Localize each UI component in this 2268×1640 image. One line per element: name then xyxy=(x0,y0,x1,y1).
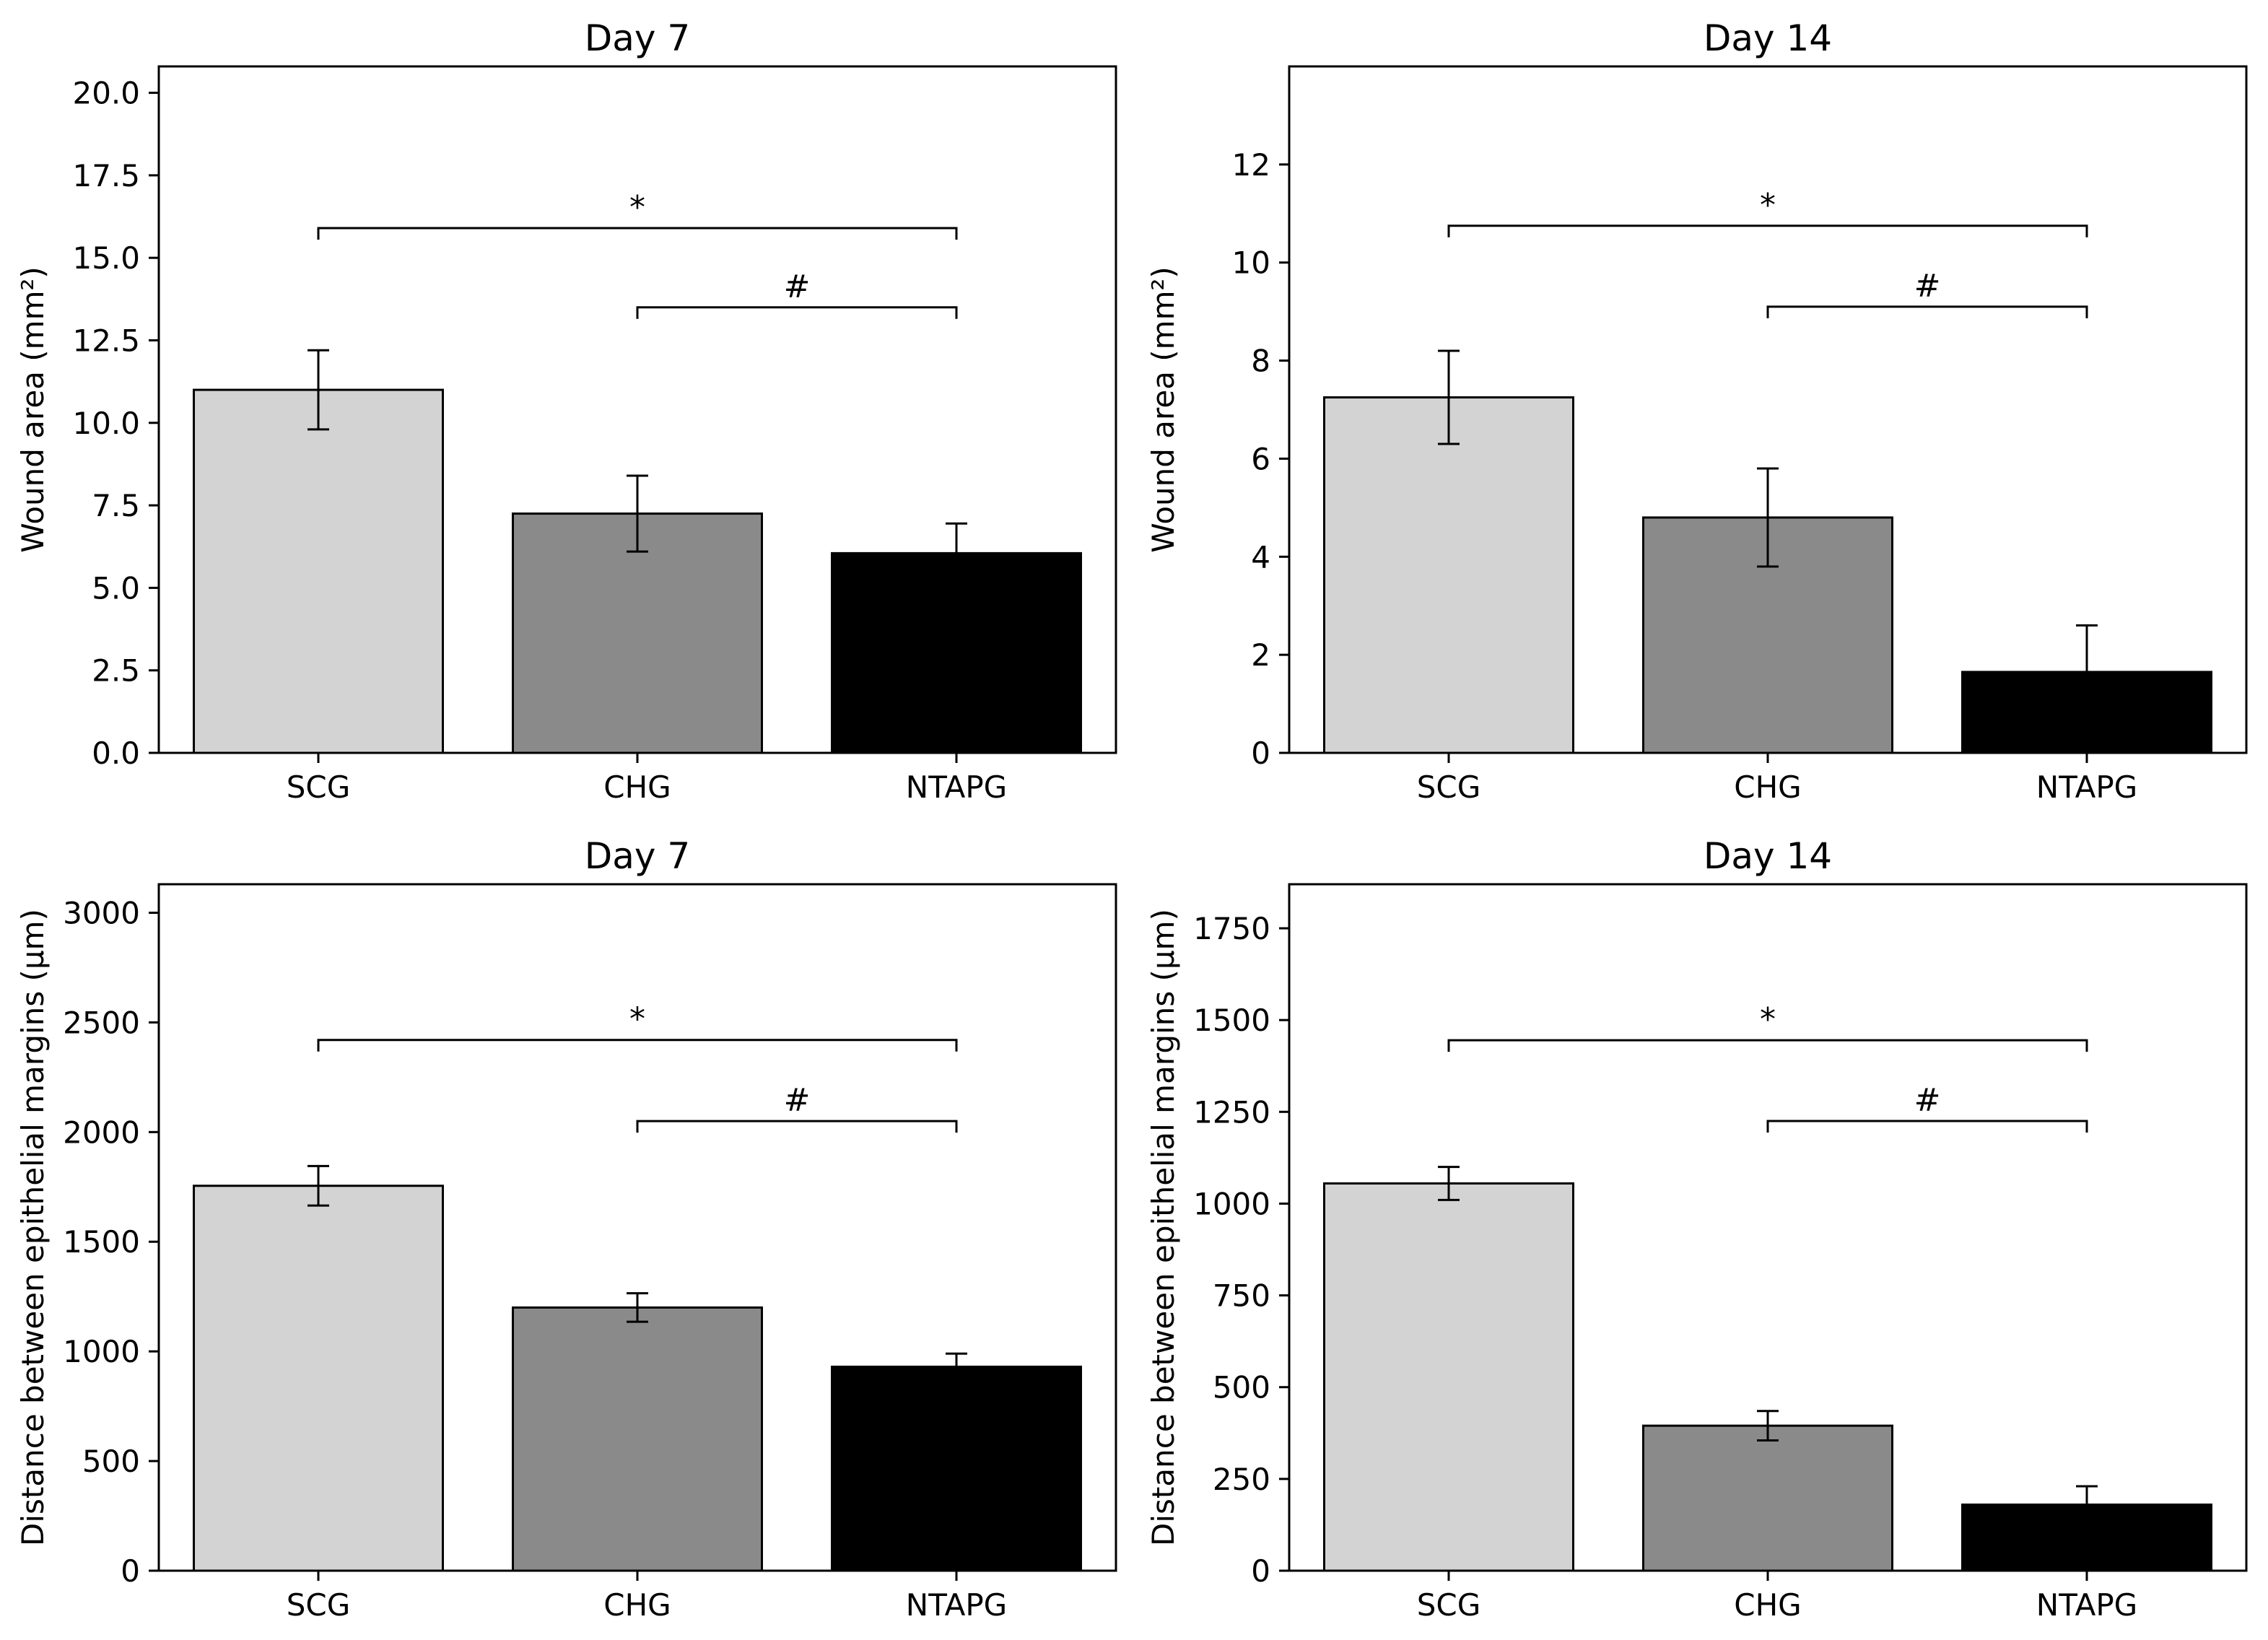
y-axis-label: Wound area (mm²) xyxy=(15,266,51,552)
significance-label: # xyxy=(1914,1082,1941,1119)
y-tick-label: 5.0 xyxy=(92,570,140,606)
axes-frame xyxy=(157,65,1117,754)
significance-bracket xyxy=(1766,1120,2088,1133)
significance-label: * xyxy=(629,1001,645,1038)
x-tick-label: SCG xyxy=(1417,1587,1481,1623)
x-tick-label: NTAPG xyxy=(906,1587,1007,1623)
significance-bracket xyxy=(317,227,958,240)
y-tick-label: 500 xyxy=(82,1444,140,1479)
significance-bracket xyxy=(636,306,958,319)
significance-bracket xyxy=(1766,305,2088,318)
y-tick-label: 1750 xyxy=(1193,911,1270,946)
significance-label: # xyxy=(784,269,811,305)
x-tick-label: SCG xyxy=(287,1587,351,1623)
y-tick-label: 4 xyxy=(1251,539,1270,575)
bar-scg xyxy=(1323,1182,1574,1572)
y-tick-label: 2000 xyxy=(63,1115,140,1150)
significance-label: * xyxy=(629,189,645,226)
bar-chg xyxy=(1642,1424,1893,1572)
error-bar xyxy=(1757,467,1779,568)
significance-label: # xyxy=(784,1082,811,1119)
y-tick-label: 7.5 xyxy=(92,488,140,523)
y-tick-label: 2500 xyxy=(63,1005,140,1040)
chart-title: Day 7 xyxy=(585,17,690,59)
y-tick-label: 2 xyxy=(1251,637,1270,673)
x-tick-label: SCG xyxy=(1417,769,1481,805)
y-tick-label: 10.0 xyxy=(72,406,140,441)
error-bar xyxy=(946,522,967,585)
error-bar xyxy=(308,1164,329,1207)
chart-title: Day 7 xyxy=(585,835,690,877)
significance-label: * xyxy=(1760,187,1776,224)
chart-title: Day 14 xyxy=(1704,17,1832,59)
chart-panel: Day 14 Distance between epithelial margi… xyxy=(1146,835,2248,1623)
error-bar xyxy=(1438,1166,1460,1201)
y-tick-label: 17.5 xyxy=(72,158,140,193)
axes-frame xyxy=(157,883,1117,1572)
error-bar xyxy=(946,1352,967,1382)
error-bar xyxy=(627,1292,648,1323)
y-tick-label: 0 xyxy=(1251,1553,1270,1589)
y-tick-label: 1500 xyxy=(63,1224,140,1260)
bar-scg xyxy=(193,388,444,754)
x-tick-label: NTAPG xyxy=(906,769,1007,805)
y-tick-label: 2.5 xyxy=(92,653,140,689)
bar-scg xyxy=(1323,396,1574,754)
error-bar xyxy=(1438,349,1460,445)
bar-chg xyxy=(512,512,763,754)
y-tick-label: 1000 xyxy=(1193,1186,1270,1221)
x-tick-label: CHG xyxy=(603,769,671,805)
x-tick-label: CHG xyxy=(1734,769,1801,805)
y-tick-label: 1250 xyxy=(1193,1094,1270,1130)
chart-panel: Day 7 Wound area (mm²) * #0.0 2.5 5.0 7.5 10.… xyxy=(15,17,1117,805)
axes-frame xyxy=(1288,65,2248,754)
error-bar xyxy=(2076,1485,2098,1525)
y-tick-label: 1000 xyxy=(63,1334,140,1369)
x-tick-label: SCG xyxy=(287,769,351,805)
x-tick-label: NTAPG xyxy=(2036,1587,2137,1623)
significance-bracket xyxy=(1447,1039,2088,1052)
y-tick-label: 20.0 xyxy=(72,76,140,111)
y-axis-label: Distance between epithelial margins (μm) xyxy=(1146,909,1181,1546)
y-tick-label: 12.5 xyxy=(72,323,140,358)
significance-bracket xyxy=(317,1039,958,1052)
significance-bracket xyxy=(636,1120,958,1133)
significance-label: * xyxy=(1760,1001,1776,1038)
y-tick-label: 6 xyxy=(1251,441,1270,476)
bar-scg xyxy=(193,1185,444,1572)
x-tick-label: NTAPG xyxy=(2036,769,2137,805)
y-axis-label: Wound area (mm²) xyxy=(1146,266,1181,552)
y-tick-label: 0.0 xyxy=(92,736,140,771)
chart-title: Day 14 xyxy=(1704,835,1832,877)
error-bar xyxy=(1757,1410,1779,1441)
bar-chg xyxy=(512,1306,763,1572)
significance-bracket xyxy=(1447,224,2088,237)
error-bar xyxy=(308,349,329,431)
y-axis-label: Distance between epithelial margins (μm) xyxy=(15,909,51,1546)
y-tick-label: 1500 xyxy=(1193,1003,1270,1038)
y-tick-label: 10 xyxy=(1232,245,1270,281)
y-tick-label: 15.0 xyxy=(72,240,140,276)
error-bar xyxy=(627,474,648,553)
y-tick-label: 500 xyxy=(1213,1370,1270,1405)
x-tick-label: CHG xyxy=(1734,1587,1801,1623)
bar-ntapg xyxy=(831,1365,1082,1572)
chart-panel: Day 14 Wound area (mm²) * #0 2 4 6 8 10 12 SCG CH… xyxy=(1146,17,2248,805)
y-tick-label: 3000 xyxy=(63,895,140,930)
y-tick-label: 750 xyxy=(1213,1278,1270,1314)
y-tick-label: 250 xyxy=(1213,1462,1270,1497)
y-tick-label: 0 xyxy=(121,1553,140,1589)
axes-frame xyxy=(1288,883,2248,1572)
error-bar xyxy=(2076,624,2098,720)
chart-panel: Day 7 Distance between epithelial margin… xyxy=(15,835,1117,1623)
bar-ntapg xyxy=(831,551,1082,754)
y-tick-label: 8 xyxy=(1251,344,1270,379)
x-tick-label: CHG xyxy=(603,1587,671,1623)
y-tick-label: 12 xyxy=(1232,147,1270,183)
significance-label: # xyxy=(1914,268,1941,305)
y-tick-label: 0 xyxy=(1251,736,1270,771)
